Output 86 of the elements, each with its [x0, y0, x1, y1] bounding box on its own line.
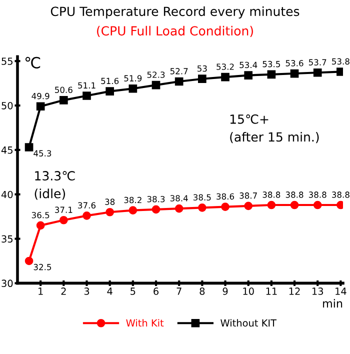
data-label: 52.3 — [147, 72, 165, 78]
point — [313, 68, 322, 77]
data-label: 38.7 — [240, 192, 257, 199]
data-label: 49.9 — [32, 92, 50, 100]
point — [198, 204, 206, 212]
x-tick-label: 11 — [266, 288, 277, 295]
data-label: 38.6 — [216, 193, 234, 200]
point — [24, 143, 34, 152]
data-label: 38.2 — [124, 196, 142, 204]
y-tick-label: 30 — [2, 280, 13, 288]
data-label: 53.4 — [240, 62, 258, 68]
data-label: 38 — [105, 198, 115, 205]
data-label: 37.1 — [55, 206, 72, 213]
x-tick-label: 14 — [336, 288, 346, 295]
point — [128, 206, 138, 215]
point — [106, 208, 114, 216]
point — [313, 200, 322, 210]
point — [36, 221, 45, 230]
x-tick-label: 5 — [130, 288, 136, 295]
x-tick-label: 8 — [200, 288, 205, 295]
point — [128, 84, 138, 93]
x-tick-label: 9 — [222, 288, 228, 295]
data-label: 53 — [198, 65, 207, 72]
point — [174, 77, 184, 86]
data-label: 51.6 — [101, 78, 119, 84]
data-label: 53.7 — [308, 59, 326, 66]
point — [244, 71, 253, 80]
annotation: 15℃+ (after 15 min.) — [230, 114, 319, 144]
point — [106, 87, 114, 96]
data-label: 45.3 — [34, 150, 52, 156]
point — [290, 69, 299, 78]
y-tick-label: 50 — [2, 102, 13, 110]
data-label: 38.3 — [147, 196, 165, 202]
y-tick-label: 45 — [1, 146, 12, 154]
point — [36, 102, 45, 111]
point — [152, 80, 160, 90]
x-tick-label: 10 — [243, 288, 254, 295]
chart-title: CPU Temperature Record every minutes — [50, 6, 300, 19]
data-label: 38.5 — [194, 194, 211, 201]
legend-label: With Kit — [126, 319, 164, 327]
point — [152, 205, 160, 214]
point — [221, 202, 230, 211]
data-label: 51.1 — [78, 82, 96, 89]
point — [290, 200, 299, 210]
x-tick-label: 12 — [289, 288, 300, 295]
point — [267, 200, 276, 210]
data-label: 38.8 — [262, 192, 280, 198]
point — [82, 92, 91, 100]
point — [267, 70, 276, 79]
y-tick-label: 40 — [1, 190, 13, 198]
x-tick-label: 13 — [312, 288, 324, 295]
x-tick-label: 6 — [154, 288, 158, 295]
y-tick-label: 35 — [2, 235, 12, 243]
data-label: 53.5 — [262, 60, 280, 68]
x-tick-label: 1 — [38, 288, 43, 295]
chart-subtitle: (CPU Full Load Condition) — [97, 26, 253, 38]
x-axis-title: min — [323, 299, 342, 308]
legend-label: Without KIT — [220, 319, 277, 327]
data-label: 53.2 — [216, 64, 234, 70]
annotation: 13.3℃ (idle) — [34, 171, 75, 200]
point — [60, 96, 68, 104]
point — [24, 256, 34, 266]
x-tick-label: 2 — [61, 288, 66, 295]
data-label: 52.7 — [170, 68, 188, 74]
data-label: 53.6 — [286, 60, 304, 66]
data-label: 38.8 — [308, 192, 326, 198]
point — [82, 212, 91, 220]
data-label: 37.6 — [78, 202, 96, 209]
point — [221, 72, 230, 82]
x-tick-label: 4 — [107, 288, 112, 295]
data-label: 38.8 — [332, 192, 350, 198]
data-label: 36.5 — [32, 212, 50, 218]
point — [198, 74, 206, 84]
y-tick-label: 55 — [2, 58, 12, 65]
data-label: 51.9 — [124, 75, 142, 82]
data-label: 32.5 — [34, 264, 52, 270]
data-label: 50.6 — [55, 86, 72, 94]
data-label: 38.4 — [170, 195, 188, 202]
data-label: 53.8 — [332, 58, 350, 65]
data-label: 38.8 — [286, 192, 304, 198]
x-tick-label: 3 — [84, 288, 90, 295]
point — [174, 204, 184, 213]
point — [60, 216, 68, 224]
x-tick-label: 7 — [176, 288, 182, 295]
point — [244, 202, 253, 210]
y-axis-title: ℃ — [25, 56, 40, 68]
